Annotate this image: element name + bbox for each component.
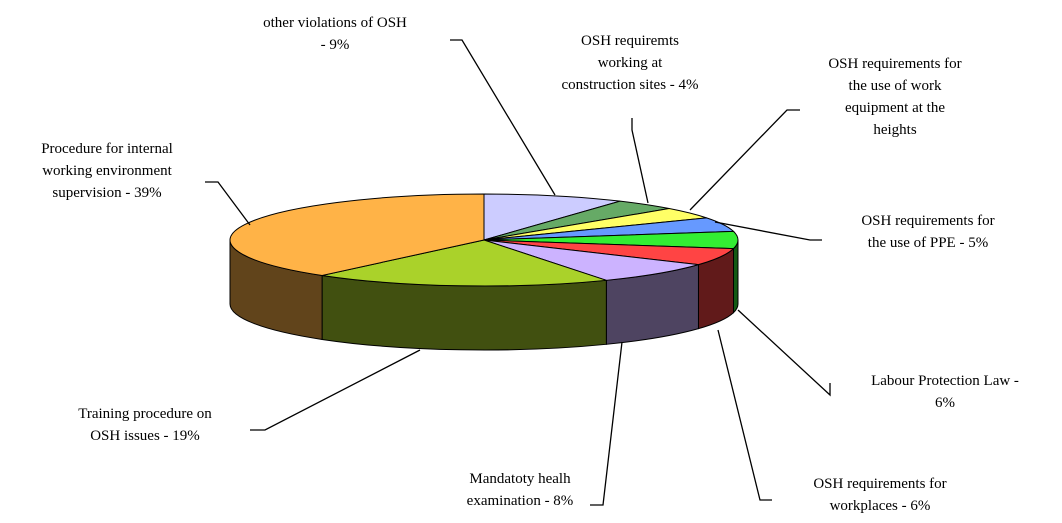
slice-label: Labour Protection Law - 6%: [871, 373, 1019, 411]
pie-slice: [483, 193, 621, 241]
slice-label: OSH requirements for workplaces - 6%: [813, 476, 947, 514]
slice-label: other violations of OSH - 9%: [263, 15, 407, 53]
pie-side: [733, 239, 739, 314]
leader-line: [590, 341, 623, 506]
pie-slice: [229, 193, 485, 276]
leader-line: [450, 39, 556, 196]
leader-line: [714, 221, 822, 241]
pie-sides: [229, 239, 739, 351]
slice-label: Mandatoty healh examination - 8%: [466, 471, 574, 509]
leader-lines: [205, 39, 831, 506]
leader-line: [631, 118, 649, 204]
leader-line: [205, 181, 251, 226]
leader-line: [250, 349, 421, 431]
slice-label: OSH requirements for the use of work equ…: [828, 56, 962, 138]
leader-line: [737, 309, 831, 397]
slice-label: OSH requirements for the use of PPE - 5%: [861, 213, 995, 251]
leader-line: [717, 329, 772, 501]
slice-label: Training procedure on OSH issues - 19%: [78, 406, 212, 444]
slice-label: OSH requiremts working at construction s…: [561, 33, 699, 93]
pie-slice: [483, 239, 699, 281]
pie-tops: [229, 193, 739, 287]
pie-slice: [321, 239, 607, 287]
pie-side: [321, 274, 607, 351]
leader-line: [689, 109, 800, 211]
slice-label: Procedure for internal working environme…: [41, 141, 173, 201]
